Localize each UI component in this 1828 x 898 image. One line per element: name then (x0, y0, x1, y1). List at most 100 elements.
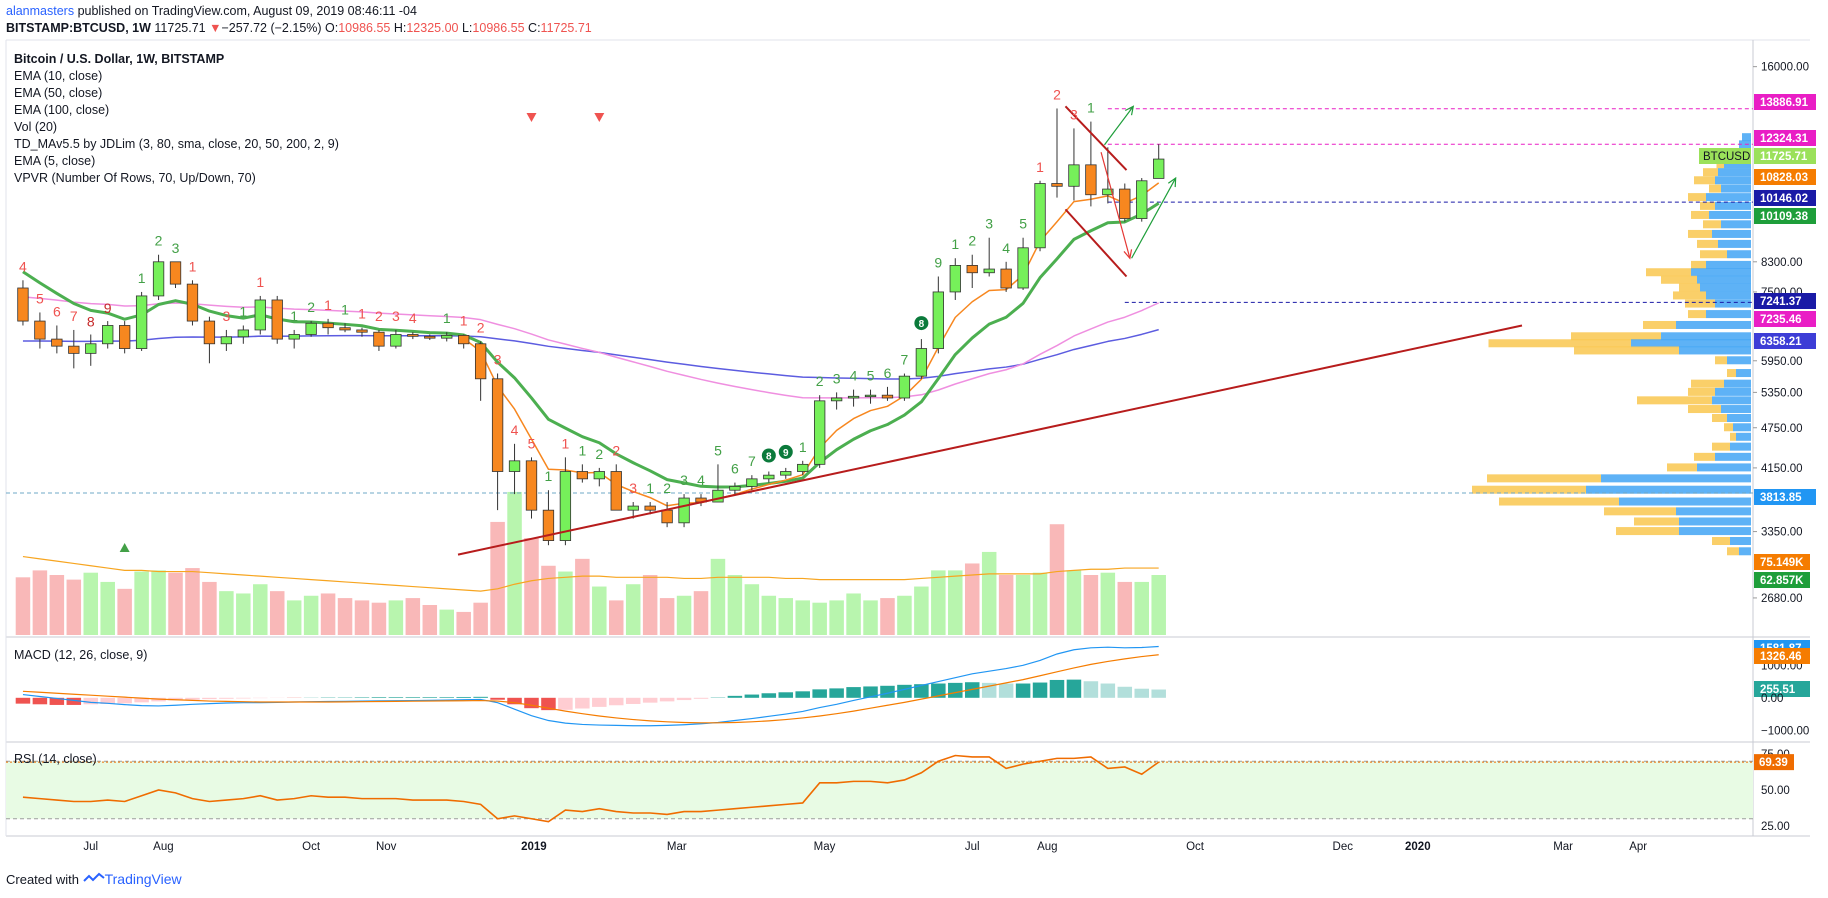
candle (983, 268, 995, 274)
td-count-label: 9 (783, 448, 789, 459)
td-count-label: 1 (460, 312, 468, 328)
volume-bar (592, 586, 607, 635)
tradingview-brand-link[interactable]: TradingView (104, 871, 182, 887)
candle (830, 397, 843, 402)
author-link[interactable]: alanmasters (6, 4, 75, 18)
vpvr-down-row (1697, 239, 1718, 248)
volume-bar (981, 551, 997, 635)
macd-hist-bar (15, 697, 31, 704)
main-legend-line: Vol (20) (14, 120, 57, 134)
td-count-label: 1 (256, 274, 264, 290)
candle (898, 375, 911, 399)
candle (932, 291, 944, 349)
vpvr-up-row (1697, 463, 1751, 472)
projection-arrow-line (1100, 152, 1131, 259)
price-axis-label: 4750.00 (1761, 423, 1803, 435)
td-count-label: 1 (545, 468, 553, 484)
volume-bar (303, 595, 319, 635)
vpvr-up-row (1706, 291, 1751, 300)
plot-background (0, 40, 1828, 836)
vpvr-up-row (1706, 193, 1751, 202)
volume-tag (1754, 554, 1810, 570)
td-count-label: 1 (138, 270, 146, 286)
macd-hist-bar (1032, 682, 1048, 698)
trend-line (1064, 105, 1128, 171)
vpvr-down-row (1691, 210, 1709, 219)
vpvr-up-row (1715, 452, 1751, 461)
candle (119, 325, 131, 349)
macd-hist-bar (1134, 688, 1150, 698)
candle (729, 485, 741, 491)
volume-bar (134, 571, 149, 635)
vpvr-up-row (1679, 517, 1751, 526)
candle (102, 325, 114, 345)
candle (1136, 180, 1148, 219)
projection-arrow-line (1131, 177, 1177, 259)
td-count-label: 5 (1019, 216, 1027, 232)
candle (390, 334, 402, 347)
candle (1068, 164, 1080, 187)
vpvr-down-row (1634, 517, 1679, 526)
volume-ma-line (22, 555, 1159, 592)
macd-hist-bar (727, 695, 743, 698)
main-legend-line: EMA (10, close) (14, 69, 102, 83)
symbol-tag-label: BTCUSD (1703, 151, 1750, 163)
candle (322, 322, 334, 329)
vpvr-down-row (1724, 423, 1733, 432)
time-axis-label: Aug (153, 841, 173, 853)
td-count-label: 2 (968, 233, 976, 249)
close-value: 11725.71 (540, 21, 592, 35)
candle (424, 335, 436, 339)
vpvr-down-row (1700, 201, 1715, 210)
vpvr-down-row (1715, 356, 1727, 365)
macd-hist-bar (100, 697, 115, 704)
volume-bar (659, 598, 675, 635)
td-count-label: 3 (680, 472, 688, 488)
candle (152, 261, 165, 297)
chart-header: alanmasters published on TradingView.com… (6, 3, 1806, 39)
time-axis-label: 2019 (521, 841, 547, 853)
td-count-label: 5 (36, 290, 44, 306)
vpvr-up-row (1676, 320, 1751, 329)
td-count-label: 3 (985, 216, 993, 232)
macd-hist-bar (490, 697, 505, 700)
candle (135, 295, 148, 349)
volume-bar (337, 598, 353, 635)
open-value: 10986.55 (338, 21, 391, 35)
rsi-axis-label: 50.00 (1761, 785, 1790, 797)
ema-50-line (22, 296, 1160, 399)
macd-tag (1754, 681, 1810, 697)
vpvr-down-row (1685, 299, 1715, 308)
macd-hist-bar (236, 697, 251, 699)
candle (881, 394, 894, 399)
macd-hist-bar (863, 686, 878, 698)
volume-bar (914, 586, 929, 635)
open-label: O: (325, 21, 339, 35)
symbol-line: BITSTAMP:BTCUSD, 1W 11725.71 ▼−257.72 (−… (6, 20, 1806, 37)
macd-hist-bar (812, 689, 827, 698)
volume-bar (642, 575, 658, 635)
macd-hist-bar (948, 682, 963, 698)
vpvr-down-row (1616, 527, 1679, 536)
main-legend-line: TD_MAv5.5 by JDLim (3, 80, sma, close, 2… (14, 137, 339, 151)
vpvr-up-row (1619, 497, 1751, 506)
macd-hist-bar (761, 693, 777, 698)
vpvr-up-row (1721, 405, 1751, 414)
vpvr-down-row (1712, 414, 1727, 423)
macd-line (22, 645, 1159, 727)
candle (847, 395, 860, 399)
td-count-label: 5 (867, 368, 875, 384)
price-tag (1754, 208, 1816, 224)
td-count-label: 1 (290, 308, 298, 324)
time-axis-label: Jul (965, 841, 980, 853)
candle (814, 400, 826, 465)
vpvr-down-row (1646, 268, 1691, 277)
volume-tag-label: 62.857K (1760, 575, 1804, 587)
candle (491, 378, 504, 472)
td-count-label: 8 (919, 319, 925, 330)
macd-signal-line (22, 654, 1159, 724)
volume-bar (49, 575, 65, 635)
vpvr-down-row (1694, 452, 1715, 461)
vpvr-up-row (1691, 268, 1751, 277)
